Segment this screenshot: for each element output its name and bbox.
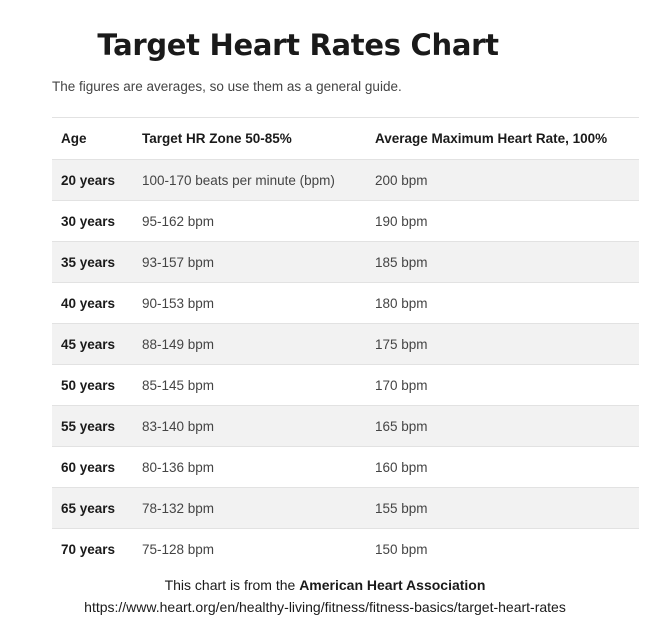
target-zone-cell: 90-153 bpm bbox=[142, 295, 215, 311]
age-cell: 50 years bbox=[61, 377, 116, 393]
age-cell: 30 years bbox=[61, 213, 116, 229]
table-row: 65 years 78-132 bpm 155 bpm bbox=[52, 488, 639, 529]
target-zone-cell: 93-157 bpm bbox=[142, 254, 215, 270]
max-rate-cell: 155 bpm bbox=[375, 500, 428, 516]
table-row: 60 years 80-136 bpm 160 bpm bbox=[52, 447, 639, 488]
source-credit: This chart is from the American Heart As… bbox=[0, 577, 650, 593]
max-rate-cell: 165 bpm bbox=[375, 418, 428, 434]
target-zone-cell: 88-149 bpm bbox=[142, 336, 215, 352]
source-organization: American Heart Association bbox=[299, 577, 486, 593]
table-row: 35 years 93-157 bpm 185 bpm bbox=[52, 242, 639, 283]
target-zone-cell: 83-140 bpm bbox=[142, 418, 215, 434]
age-cell: 20 years bbox=[61, 172, 116, 188]
age-cell: 65 years bbox=[61, 500, 116, 516]
source-prefix: This chart is from the bbox=[164, 577, 300, 593]
header-age: Age bbox=[61, 131, 87, 146]
max-rate-cell: 185 bpm bbox=[375, 254, 428, 270]
max-rate-cell: 200 bpm bbox=[375, 172, 428, 188]
max-rate-cell: 150 bpm bbox=[375, 542, 428, 557]
table-row: 30 years 95-162 bpm 190 bpm bbox=[52, 201, 639, 242]
source-url: https://www.heart.org/en/healthy-living/… bbox=[84, 599, 566, 615]
target-zone-cell: 75-128 bpm bbox=[142, 542, 215, 557]
age-cell: 70 years bbox=[61, 542, 116, 557]
header-target-zone: Target HR Zone 50-85% bbox=[142, 131, 292, 146]
page-title: Target Heart Rates Chart bbox=[97, 28, 499, 62]
table-row: 40 years 90-153 bpm 180 bpm bbox=[52, 283, 639, 324]
age-cell: 40 years bbox=[61, 295, 116, 311]
age-cell: 45 years bbox=[61, 336, 116, 352]
age-cell: 35 years bbox=[61, 254, 116, 270]
header-max-rate: Average Maximum Heart Rate, 100% bbox=[375, 131, 608, 146]
age-cell: 60 years bbox=[61, 459, 116, 475]
table-row: 20 years 100-170 beats per minute (bpm) … bbox=[52, 160, 639, 201]
age-cell: 55 years bbox=[61, 418, 116, 434]
table-row: 55 years 83-140 bpm 165 bpm bbox=[52, 406, 639, 447]
target-zone-cell: 100-170 beats per minute (bpm) bbox=[142, 172, 335, 188]
max-rate-cell: 180 bpm bbox=[375, 295, 428, 311]
max-rate-cell: 160 bpm bbox=[375, 459, 428, 475]
heart-rate-table: Age Target HR Zone 50-85% Average Maximu… bbox=[52, 117, 639, 570]
target-zone-cell: 85-145 bpm bbox=[142, 377, 215, 393]
table-row: 50 years 85-145 bpm 170 bpm bbox=[52, 365, 639, 406]
max-rate-cell: 190 bpm bbox=[375, 213, 428, 229]
target-zone-cell: 78-132 bpm bbox=[142, 500, 215, 516]
target-zone-cell: 80-136 bpm bbox=[142, 459, 215, 475]
table-row: 70 years 75-128 bpm 150 bpm bbox=[52, 529, 639, 570]
page-subtitle: The figures are averages, so use them as… bbox=[52, 79, 402, 94]
table-row: 45 years 88-149 bpm 175 bpm bbox=[52, 324, 639, 365]
table-header-row: Age Target HR Zone 50-85% Average Maximu… bbox=[52, 118, 639, 160]
max-rate-cell: 170 bpm bbox=[375, 377, 428, 393]
max-rate-cell: 175 bpm bbox=[375, 336, 428, 352]
target-zone-cell: 95-162 bpm bbox=[142, 213, 215, 229]
